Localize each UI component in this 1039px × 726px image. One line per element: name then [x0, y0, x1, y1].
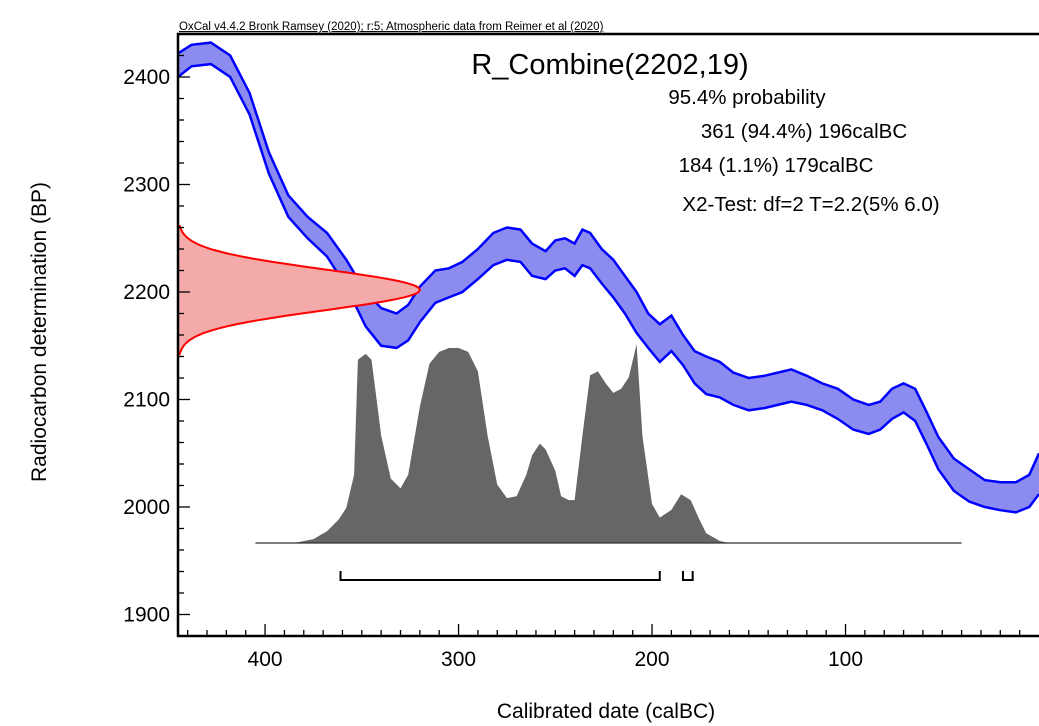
y-tick-label: 1900	[123, 604, 170, 627]
range-bracket-2	[681, 571, 694, 581]
y-axis-label: Radiocarbon determination (BP)	[28, 182, 51, 482]
y-tick-label: 2000	[123, 496, 170, 519]
annotation-chi2-test: X2-Test: df=2 T=2.2(5% 6.0)	[682, 193, 939, 216]
y-tick-label: 2300	[123, 174, 170, 197]
probability-ranges	[339, 571, 694, 581]
x-axis-label: Calibrated date (calBC)	[497, 700, 715, 723]
posterior-distribution	[255, 344, 962, 544]
measurement-outline	[178, 224, 421, 356]
curve-lower-line	[177, 62, 1039, 514]
chart-title: R_Combine(2202,19)	[471, 49, 748, 81]
curve-band	[178, 42, 1039, 513]
annotation-range-2: 184 (1.1%) 179calBC	[679, 154, 874, 177]
annotation-range-1: 361 (94.4%) 196calBC	[701, 120, 907, 143]
measurement-distribution	[178, 224, 421, 356]
x-tick-label: 100	[828, 648, 863, 671]
measurement-fill	[178, 224, 420, 356]
annotation-probability: 95.4% probability	[668, 86, 826, 109]
y-tick-label: 2100	[123, 389, 170, 412]
axes: 400 300 200 100 1900 2000 2100 2200 2300 2400	[123, 32, 1039, 671]
x-tick-label: 300	[441, 648, 476, 671]
x-tick-label: 400	[248, 648, 283, 671]
x-tick-label: 200	[635, 648, 670, 671]
y-tick-label: 2200	[123, 281, 170, 304]
range-bracket-1	[339, 571, 661, 581]
posterior-fill	[255, 344, 962, 543]
y-tick-label: 2400	[123, 66, 170, 89]
oxcal-header: OxCal v4.4.2 Bronk Ramsey (2020); r:5; A…	[179, 21, 604, 33]
